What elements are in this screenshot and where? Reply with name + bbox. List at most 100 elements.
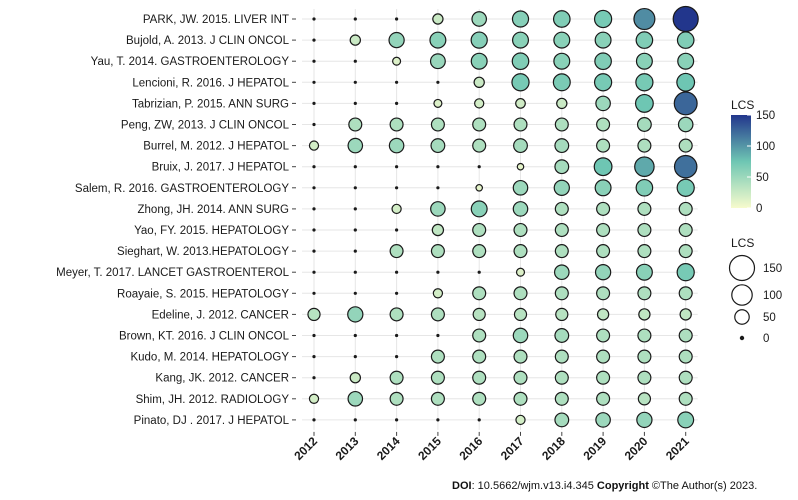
bubble-point (470, 200, 488, 218)
bubble-point (596, 201, 611, 216)
bubble-point (389, 391, 404, 406)
bubble-point (673, 154, 698, 179)
bubble-point (353, 17, 357, 21)
bubble-point (474, 98, 485, 109)
bubble-point (436, 80, 440, 84)
bubble-point (389, 117, 404, 132)
x-tick-label: 2012 (291, 434, 320, 463)
bubble-point (389, 307, 404, 322)
bubble-point (389, 370, 404, 385)
bubble-point (353, 80, 357, 84)
row-label: Burrel, M. 2012. J HEPATOL (143, 141, 289, 153)
x-tick-label: 2016 (457, 434, 486, 463)
bubble-point (677, 116, 694, 133)
bubble-point (312, 38, 316, 42)
x-tick-label: 2017 (498, 434, 527, 463)
bubble-point (436, 270, 440, 274)
bubble-point (312, 291, 316, 295)
bubble-point (678, 286, 693, 301)
row-labels: PARK, JW. 2015. LIVER INT Bujold, A. 2013… (56, 14, 296, 427)
bubble-point (633, 7, 656, 31)
bubble-point (676, 178, 695, 197)
bubble-point (472, 244, 487, 259)
color-legend-tick-label: 50 (756, 172, 769, 184)
bubble-point (395, 291, 399, 295)
bubble-point (347, 390, 364, 407)
bubble-point (429, 53, 446, 70)
bubble-point (553, 179, 570, 196)
bubble-point (513, 117, 528, 132)
bubble-point (472, 349, 487, 364)
bubble-point (395, 165, 399, 169)
copyright-text: ©The Author(s) 2023. (648, 480, 758, 492)
row-label: Bujold, A. 2013. J CLIN ONCOL (126, 35, 290, 47)
size-legend-label: 50 (763, 312, 776, 324)
bubble-point (513, 222, 528, 238)
bubble-point (676, 31, 695, 49)
size-legend-title: LCS (731, 236, 754, 250)
bubble-point (312, 122, 316, 127)
bubble-point (436, 333, 440, 338)
bubble-point (312, 80, 316, 84)
bubble-point (677, 52, 695, 70)
doi-label: DOI (452, 480, 472, 492)
bubble-point (635, 263, 653, 281)
bubble-point (511, 52, 530, 71)
bubble-point (595, 412, 611, 428)
bubble-point (512, 201, 529, 217)
row-label: Peng, ZW, 2013. J CLIN ONCOL (121, 120, 290, 132)
row-label: Edeline, J. 2012. CANCER (152, 309, 289, 321)
bubble-point (637, 286, 652, 301)
bubble-point (431, 223, 445, 237)
bubble-point (596, 222, 611, 238)
bubble-point (312, 207, 316, 211)
bubble-point (353, 228, 357, 232)
bubble-point (472, 222, 487, 238)
bubble-point (436, 186, 440, 190)
bubble-point (392, 56, 402, 66)
size-legend-bubble (734, 309, 750, 325)
bubble-point (312, 59, 316, 63)
bubble-point (511, 73, 530, 92)
bubble-point (312, 228, 316, 232)
x-tick-labels: 2012 2013 2014 2015 2016 2017 2018 2019 2020 2021 (291, 431, 692, 463)
bubble-point (472, 391, 487, 406)
bubble-point (473, 76, 485, 89)
bubble-point (513, 349, 528, 364)
bubble-point (472, 307, 486, 322)
bubble-point (353, 207, 357, 211)
bubble-point (596, 244, 611, 259)
bubble-point (388, 137, 405, 154)
row-label: Brown, KT. 2016. J CLIN ONCOL (119, 331, 290, 343)
size-legend-bubble (739, 335, 745, 341)
bubble-point (554, 138, 570, 154)
bubble-point (636, 411, 653, 429)
bubble-point (395, 101, 399, 105)
bubble-point (353, 186, 357, 190)
bubble-point (672, 5, 699, 33)
row-label: Yau, T. 2014. GASTROENTEROLOGY (91, 56, 290, 68)
row-label: Sieghart, W. 2013.HEPATOLOGY (117, 246, 289, 258)
color-legend-tick-label: 150 (756, 110, 775, 122)
bubble-point (596, 349, 611, 364)
x-tick-label: 2014 (374, 434, 403, 463)
bubble-point (430, 307, 445, 322)
bubble-point (312, 333, 316, 338)
bubble-point (676, 263, 695, 282)
bubble-point (552, 73, 571, 92)
bubble-point (432, 288, 444, 299)
bubble-point (512, 327, 529, 344)
size-legend-label: 100 (763, 290, 782, 302)
bubble-point (312, 165, 316, 169)
bubble-point (635, 73, 654, 92)
bubble-point (353, 333, 357, 338)
bubble-point (596, 117, 611, 132)
bubble-point (594, 52, 612, 71)
bubble-point (395, 355, 399, 359)
bubble-point (678, 349, 693, 364)
bubble-point (555, 307, 569, 322)
bubble-point (637, 349, 652, 364)
bubble-point (513, 307, 528, 322)
bubble-point (637, 392, 652, 406)
